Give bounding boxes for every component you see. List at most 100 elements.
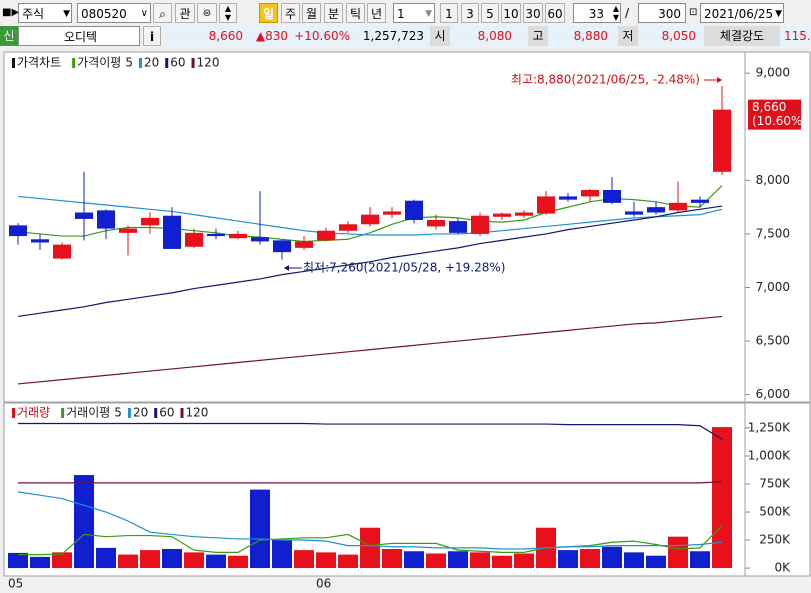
candle-body xyxy=(493,213,511,217)
volume-bar xyxy=(294,550,314,569)
stock-name[interactable]: 오디텍 xyxy=(18,26,140,46)
legend-entry: 5 xyxy=(125,56,133,70)
volume-bar xyxy=(140,550,160,569)
volume-bar xyxy=(624,552,644,569)
y-tick-label: 1,000K xyxy=(748,448,791,462)
volume-bar xyxy=(668,536,688,569)
candle-body xyxy=(405,200,423,220)
volume-bar xyxy=(118,554,138,569)
interval-button[interactable]: 5 xyxy=(481,3,499,23)
low: 8,050 xyxy=(661,29,696,43)
count-input[interactable]: 33 ▲ ▼ xyxy=(573,3,621,23)
candle-body xyxy=(119,228,137,233)
high-note: 최고:8,880(2021/06/25, -2.48%) xyxy=(511,73,700,87)
change: ▲830 xyxy=(255,29,288,43)
candle-body xyxy=(53,244,71,259)
candle-body xyxy=(691,199,709,203)
volume-bar xyxy=(602,546,622,569)
volume-bar xyxy=(250,489,270,569)
y-tick-label: 750K xyxy=(759,477,791,491)
interval-button[interactable]: 3 xyxy=(461,3,479,23)
candle-body xyxy=(383,211,401,215)
volume-bar xyxy=(228,555,248,569)
candle-body xyxy=(251,237,269,242)
interval-button[interactable]: 1 xyxy=(440,3,458,23)
candle-body xyxy=(317,230,335,241)
separator: / xyxy=(625,6,630,20)
volume-panel xyxy=(3,402,811,577)
candle-body xyxy=(273,240,291,253)
volume-bar xyxy=(558,550,578,569)
legend-marker xyxy=(138,58,142,68)
candle-body xyxy=(339,224,357,231)
period-button[interactable]: 틱 xyxy=(346,3,365,23)
volume-bar xyxy=(52,552,72,569)
menu-icon[interactable]: ■▶ xyxy=(2,7,20,18)
candle-body xyxy=(581,190,599,197)
price: 8,660 xyxy=(208,29,243,43)
candle-body xyxy=(9,225,27,237)
period-button[interactable]: 주 xyxy=(281,3,300,23)
candle-body xyxy=(471,215,489,234)
open: 8,080 xyxy=(477,29,512,43)
volume-bar xyxy=(96,547,116,569)
legend-entry: 60 xyxy=(159,406,174,420)
volume-bar xyxy=(426,553,446,569)
period-button[interactable]: 월 xyxy=(302,3,321,23)
period-button[interactable]: 년 xyxy=(367,3,386,23)
y-tick-label: 6,000 xyxy=(756,387,790,401)
legend-marker xyxy=(61,408,65,418)
candle-body xyxy=(163,215,181,249)
legend-title: 가격차트 xyxy=(17,56,61,70)
legend-ma-title: 거래이평 xyxy=(66,406,110,420)
spin-button[interactable]: ▲ ▼ xyxy=(219,3,237,23)
interval-button[interactable]: 10 xyxy=(501,3,521,23)
period-button[interactable]: 일 xyxy=(259,3,278,23)
volume-bar xyxy=(404,551,424,569)
candle-body xyxy=(185,232,203,247)
legend-marker xyxy=(191,58,195,68)
watch-button[interactable]: 관 xyxy=(175,3,195,23)
candle-body xyxy=(75,212,93,219)
search-button[interactable]: ⌕ xyxy=(153,3,172,23)
total-input[interactable]: 300 xyxy=(638,3,686,23)
period-button[interactable]: 분 xyxy=(324,3,343,23)
strength: 115.7 xyxy=(784,29,811,43)
moving-average-line xyxy=(18,481,723,484)
interval-button[interactable]: 30 xyxy=(523,3,543,23)
volume: 1,257,723 xyxy=(362,29,424,43)
legend-marker xyxy=(154,408,158,418)
legend-marker xyxy=(165,58,169,68)
y-tick-label: 8,000 xyxy=(756,173,790,187)
interval-button[interactable]: 60 xyxy=(545,3,565,23)
legend-entry: 120 xyxy=(197,56,220,70)
last-price-box xyxy=(748,99,801,130)
volume-bar xyxy=(184,552,204,569)
moving-average-line xyxy=(17,195,723,236)
info-button[interactable]: i xyxy=(143,26,161,46)
y-tick-label: 9,000 xyxy=(756,66,790,80)
moving-average-line xyxy=(17,491,723,550)
code-input[interactable]: 080520 ∨ xyxy=(77,3,151,23)
interval-select[interactable]: 1 ▼ xyxy=(393,3,435,23)
y-tick-label: 500K xyxy=(759,505,791,519)
y-tick-label: 7,500 xyxy=(756,226,790,240)
candle-body xyxy=(361,214,379,225)
legend-marker xyxy=(127,408,131,418)
date-input[interactable]: 2021/06/25 ▼ xyxy=(700,3,784,23)
arrow-head xyxy=(717,77,722,83)
market-select[interactable]: 주식 ▼ xyxy=(18,3,72,23)
candle-body xyxy=(537,196,555,214)
volume-bar xyxy=(74,475,94,569)
volume-bar xyxy=(646,555,666,569)
icon-button[interactable]: ⊜ xyxy=(197,3,217,23)
legend-entry: 5 xyxy=(114,406,122,420)
icon[interactable]: ⊡ xyxy=(689,7,698,18)
volume-bar xyxy=(712,427,732,569)
strength-label: 체결강도 xyxy=(704,26,780,46)
high: 8,880 xyxy=(573,29,608,43)
volume-bar xyxy=(514,553,534,569)
candle-body xyxy=(207,233,225,237)
